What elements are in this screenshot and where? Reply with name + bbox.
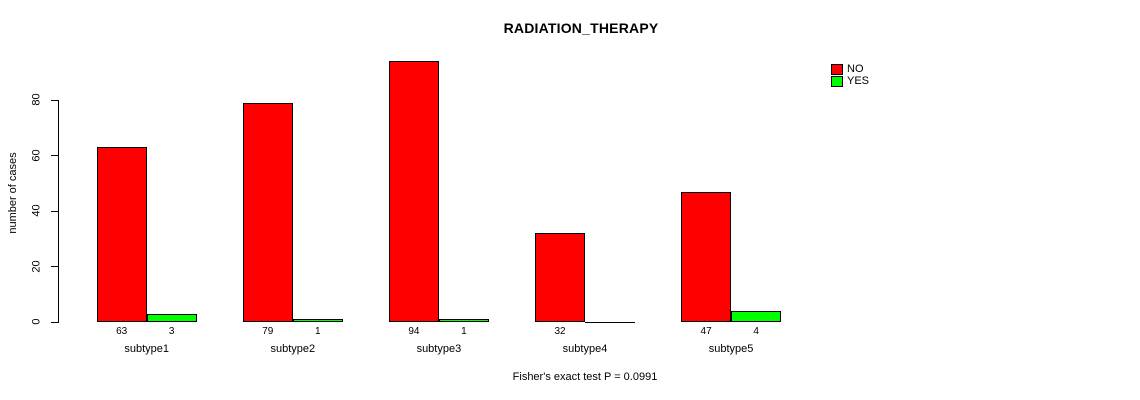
x-category-label-subtype4: subtype4 <box>562 343 608 355</box>
x-category-label-subtype5: subtype5 <box>708 343 754 355</box>
bar-no-subtype4 <box>535 233 585 322</box>
y-tick-label: 60 <box>30 148 43 162</box>
bar-count-label-yes: 1 <box>315 326 321 337</box>
bar-count-label-yes: 1 <box>461 326 467 337</box>
bar-no-subtype5 <box>681 191 732 322</box>
legend-swatch-yes-icon <box>831 75 843 87</box>
bar-count-label-no: 47 <box>700 326 712 337</box>
bar-no-subtype2 <box>242 102 293 322</box>
y-tick-label: 20 <box>30 259 43 273</box>
fisher-test-caption: Fisher's exact test P = 0.0991 <box>512 371 658 383</box>
bar-no-subtype3 <box>388 61 439 322</box>
x-category-label-subtype2: subtype2 <box>270 343 316 355</box>
y-axis-tick <box>51 99 58 101</box>
y-axis-tick <box>51 210 58 212</box>
legend-item-yes: YES <box>831 74 870 88</box>
bar-yes-subtype5 <box>731 310 782 322</box>
bar-count-label-no: 63 <box>116 326 128 337</box>
y-tick-label: 80 <box>30 93 43 106</box>
bar-yes-zero-subtype4 <box>585 322 635 323</box>
legend-item-no: NO <box>831 64 869 76</box>
bar-yes-subtype1 <box>146 313 197 322</box>
x-category-label-subtype1: subtype1 <box>124 343 170 355</box>
legend: NO YES <box>831 64 869 87</box>
bar-count-label-yes: 3 <box>168 326 175 337</box>
legend-swatch-no-icon <box>831 64 843 76</box>
x-category-label-subtype3: subtype3 <box>416 343 462 355</box>
chart-title: RADIATION_THERAPY <box>503 20 659 36</box>
y-axis-line <box>58 100 59 323</box>
bar-count-label-no: 94 <box>408 326 420 337</box>
y-axis-tick <box>51 266 58 267</box>
bar-no-subtype1 <box>96 147 147 322</box>
y-axis-tick <box>51 155 58 156</box>
y-tick-label: 0 <box>30 318 43 325</box>
y-tick-label: 40 <box>30 204 43 217</box>
bar-count-label-no: 32 <box>554 326 566 337</box>
y-axis-tick <box>51 321 58 323</box>
legend-label-yes: YES <box>847 74 870 87</box>
bar-yes-subtype2 <box>292 319 343 322</box>
legend-label-no: NO <box>847 63 864 76</box>
bar-yes-subtype3 <box>438 319 489 322</box>
bar-count-label-yes: 4 <box>753 326 759 337</box>
bar-count-label-no: 79 <box>262 326 274 337</box>
